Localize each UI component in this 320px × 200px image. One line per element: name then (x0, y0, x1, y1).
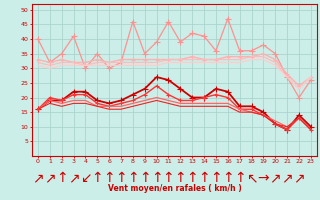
X-axis label: Vent moyen/en rafales ( km/h ): Vent moyen/en rafales ( km/h ) (108, 184, 241, 193)
